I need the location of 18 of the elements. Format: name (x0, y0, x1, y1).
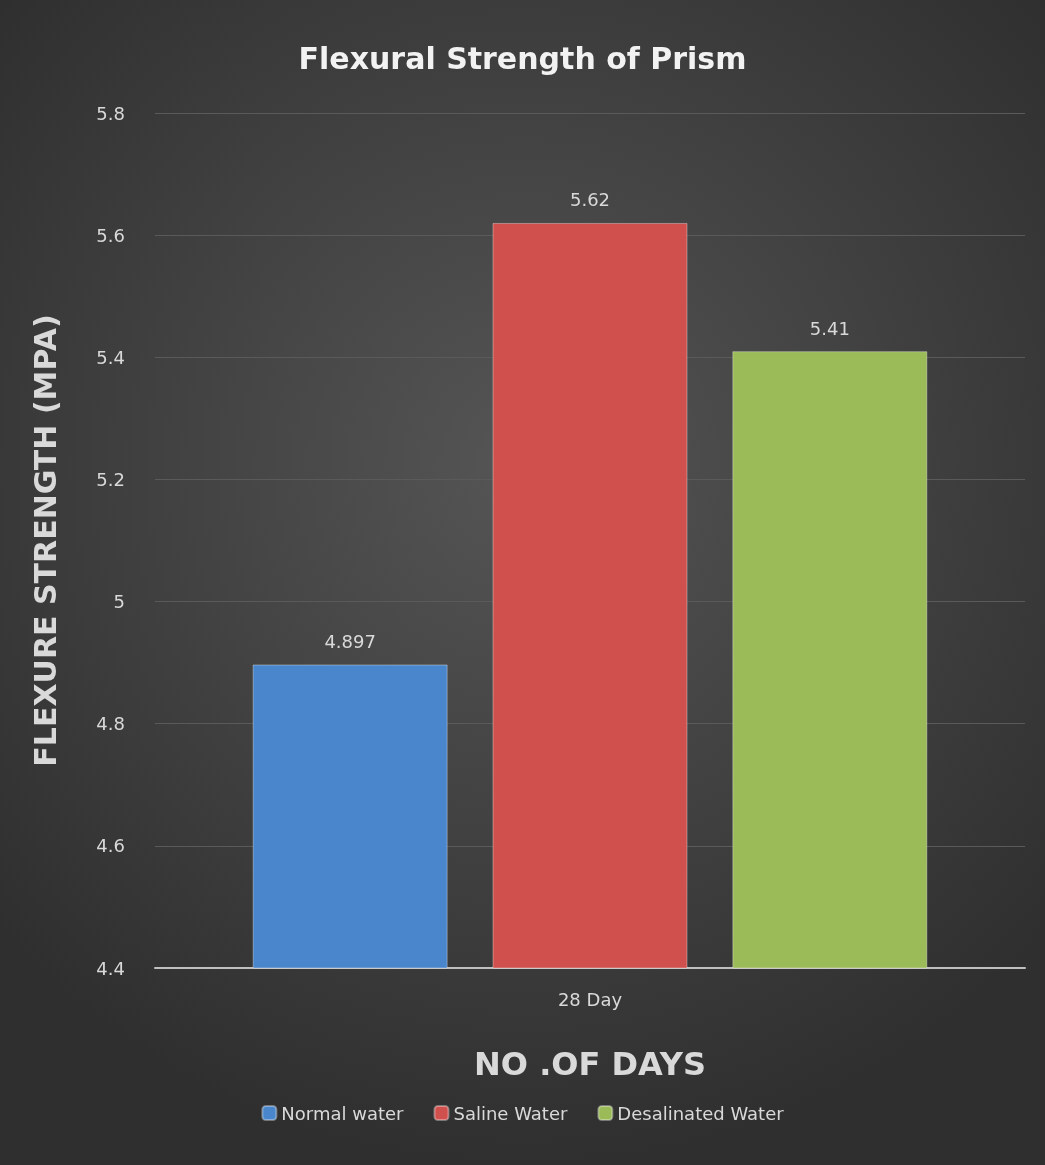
y-tick-label: 5.4 (96, 346, 125, 368)
y-tick-label: 4.8 (96, 713, 125, 735)
y-tick-label: 5.8 (96, 102, 125, 124)
legend-label: Saline Water (453, 1102, 568, 1124)
y-tick-label: 5.6 (96, 224, 125, 246)
data-label: 4.897 (324, 630, 376, 652)
y-tick-label: 5.2 (96, 468, 125, 490)
data-label: 5.62 (569, 189, 611, 211)
y-tick-label: 5 (113, 591, 125, 613)
legend-label: Normal water (281, 1102, 405, 1124)
chart-title: Flexural Strength of Prism (298, 40, 747, 76)
y-tick-label: 4.6 (96, 835, 125, 857)
y-tick-label: 4.4 (96, 957, 125, 979)
y-axis-title: FLEXURE STRENGTH (MPA) (27, 314, 63, 767)
x-tick-label: 28 Day (557, 988, 623, 1010)
legend-label: Desalinated Water (617, 1102, 785, 1124)
x-axis-title: NO .OF DAYS (474, 1045, 706, 1083)
data-label: 5.41 (809, 317, 850, 339)
